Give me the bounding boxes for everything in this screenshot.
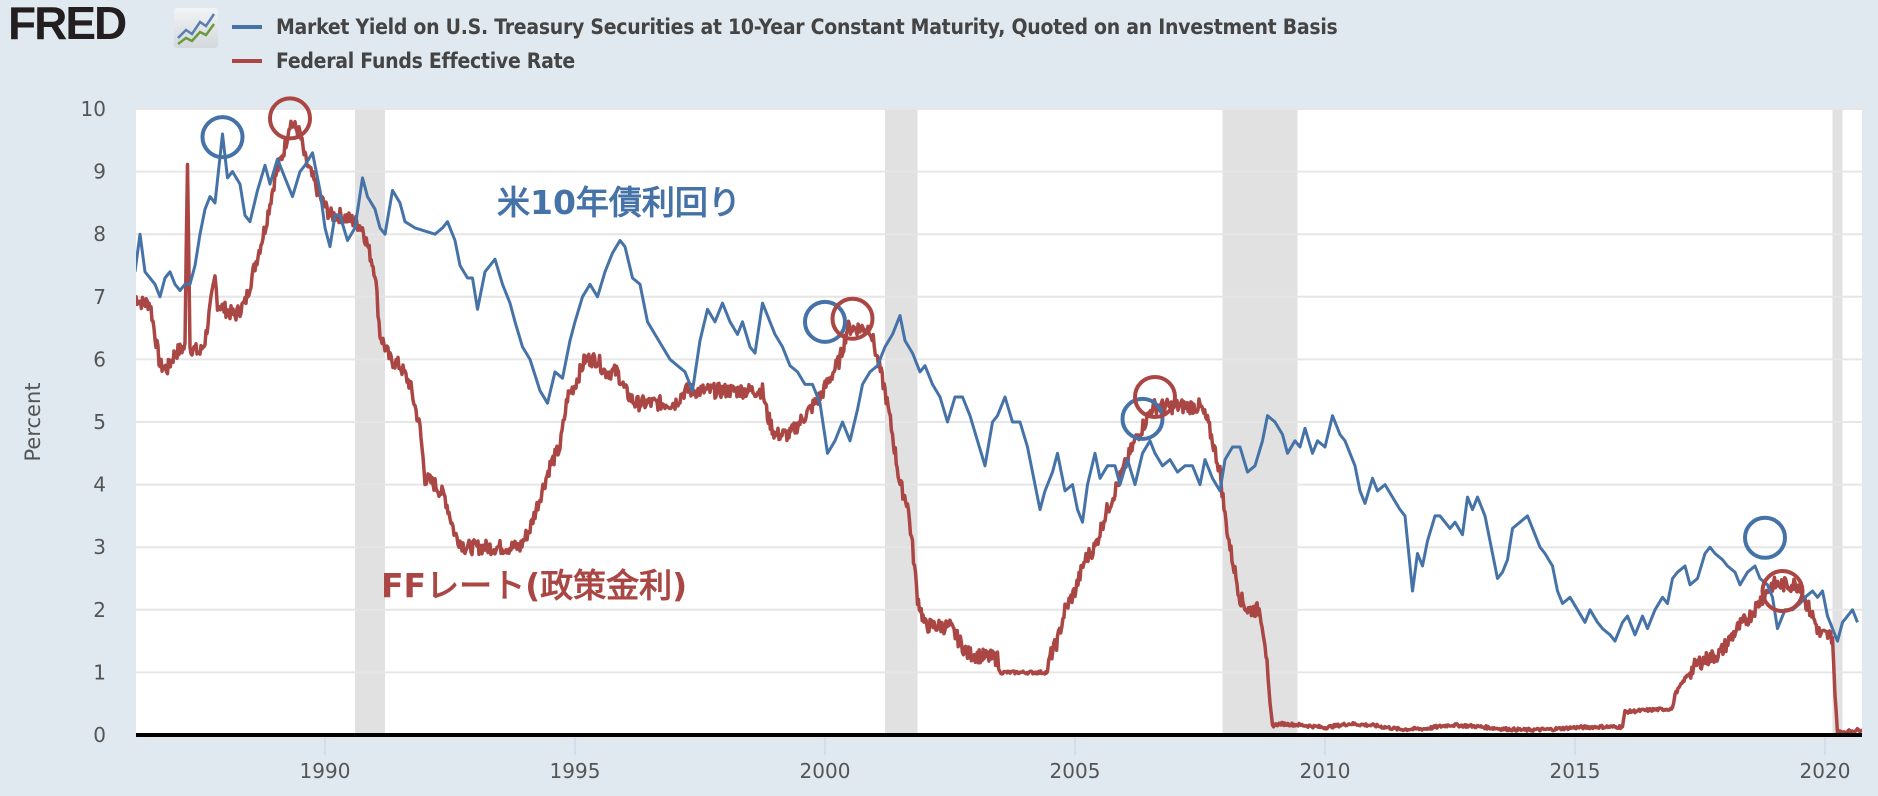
- peak-markers: [200, 96, 1805, 614]
- y-tick-label: 10: [81, 97, 106, 121]
- legend-item-fedfunds[interactable]: Federal Funds Effective Rate: [232, 44, 1455, 78]
- y-tick-label: 3: [93, 535, 106, 559]
- legend-swatch-fedfunds: [232, 59, 262, 63]
- peak-circle-marker: [1120, 396, 1165, 441]
- y-tick-label: 6: [93, 347, 106, 371]
- x-tick-label: 1995: [550, 759, 601, 783]
- logo-text: FRED: [8, 0, 127, 49]
- x-tick-label: 2005: [1050, 759, 1101, 783]
- chart-legend: Market Yield on U.S. Treasury Securities…: [232, 10, 1455, 78]
- y-tick-label: 4: [93, 473, 106, 497]
- peak-circle-marker: [1760, 569, 1805, 614]
- annotation-10yr-yield: 米10年債利回り: [497, 183, 741, 222]
- series-lines: [136, 119, 1862, 735]
- legend-label-10yr: Market Yield on U.S. Treasury Securities…: [276, 15, 1338, 39]
- y-axis: 0 1 2 3 4 5 6 7 8 9 10: [81, 97, 106, 747]
- y-tick-label: 9: [93, 160, 106, 184]
- chart-line-icon: [174, 8, 218, 48]
- x-tick-label: 2020: [1800, 759, 1851, 783]
- series-line-10yr-yield: [136, 132, 1859, 643]
- annotation-ff-rate: FFレート(政策金利): [381, 566, 687, 605]
- legend-label-fedfunds: Federal Funds Effective Rate: [276, 49, 575, 73]
- x-tick-label: 2010: [1300, 759, 1351, 783]
- y-axis-label: Percent: [21, 382, 45, 461]
- peak-circle-marker: [1133, 374, 1177, 419]
- peak-circle-marker: [200, 115, 245, 160]
- peak-circle-marker: [830, 296, 875, 341]
- y-tick-label: 2: [93, 598, 106, 622]
- y-tick-label: 5: [93, 410, 106, 434]
- x-tick-label: 2000: [800, 759, 851, 783]
- legend-item-10yr[interactable]: Market Yield on U.S. Treasury Securities…: [232, 10, 1455, 44]
- x-tick-label: 1990: [300, 759, 351, 783]
- peak-circle-marker: [803, 299, 847, 344]
- series-line-fed-funds: [136, 119, 1862, 735]
- legend-swatch-10yr: [232, 25, 262, 29]
- peak-circle-marker: [268, 96, 312, 141]
- y-tick-label: 7: [93, 285, 106, 309]
- y-tick-label: 8: [93, 222, 106, 246]
- x-tick-label: 2015: [1550, 759, 1601, 783]
- y-tick-label: 1: [93, 660, 106, 684]
- y-tick-label: 0: [93, 723, 106, 747]
- x-axis: 1990 1995 2000 2005 2010 2015 2020: [300, 737, 1851, 783]
- peak-circle-marker: [1743, 515, 1787, 560]
